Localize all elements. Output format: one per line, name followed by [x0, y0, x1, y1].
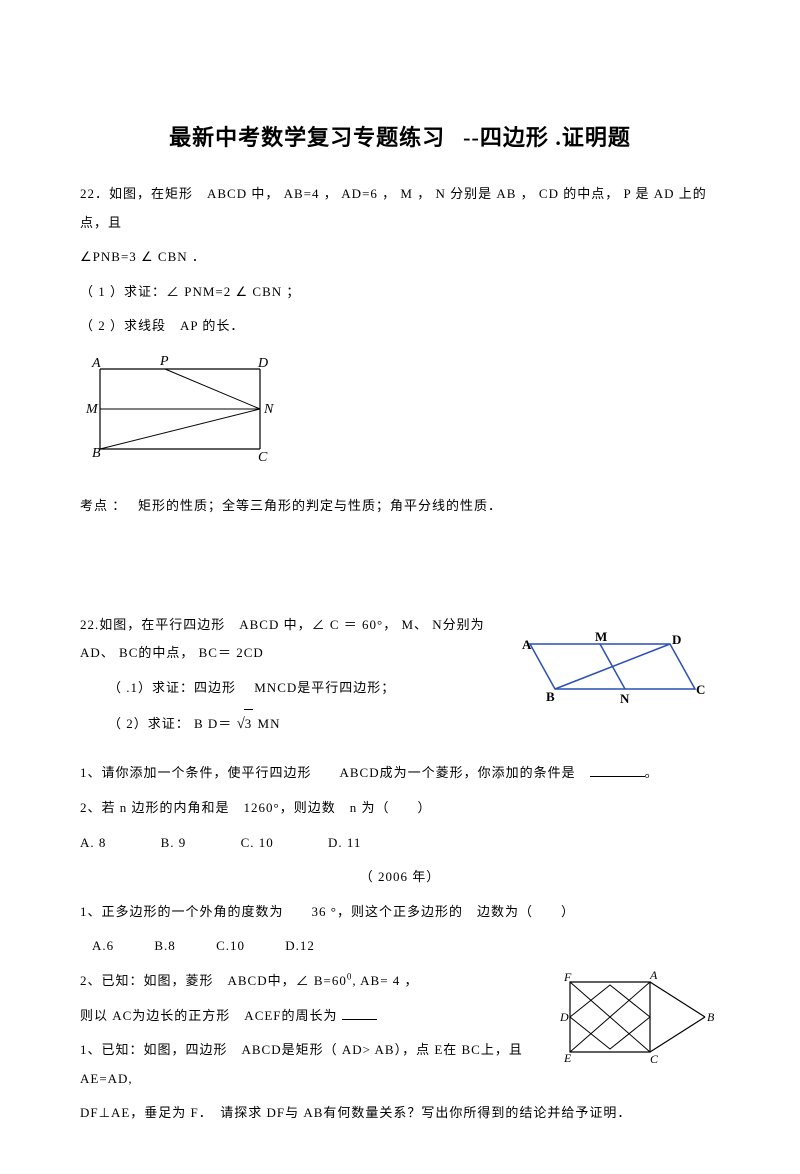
svg-text:M: M — [595, 629, 607, 644]
figure-square-acef: F A E C B D — [555, 967, 720, 1072]
option-b8: B.8 — [154, 932, 175, 961]
q22b-line3: （ 2）求证： B D＝ √3 MN — [108, 708, 500, 741]
svg-text:D: D — [257, 356, 268, 371]
blank-underline-short — [342, 1019, 377, 1020]
svg-text:B: B — [546, 689, 555, 704]
q2-options: A. 8 B. 9 C. 10 D. 11 — [80, 829, 720, 858]
svg-text:A: A — [91, 356, 101, 371]
svg-text:E: E — [563, 1051, 572, 1065]
q1b-options: A.6 B.8 C.10 D.12 — [80, 932, 720, 961]
svg-text:P: P — [159, 354, 169, 369]
q22b-line2: （ .1）求证：四边形 MNCD是平行四边形； — [108, 674, 500, 703]
q22a-line1: 22．如图，在矩形 ABCD 中， AB=4 ， AD=6 ， M ， N 分别… — [80, 180, 720, 237]
page-title: 最新中考数学复习专题练习 --四边形 .证明题 — [80, 120, 720, 152]
option-c: C. 10 — [241, 829, 274, 858]
svg-text:B: B — [707, 1010, 715, 1024]
q1b-exterior-angle: 1、正多边形的一个外角的度数为 36 °，则这个正多边形的 边数为（ ） — [80, 898, 720, 927]
svg-text:M: M — [85, 402, 99, 417]
svg-text:N: N — [263, 402, 274, 417]
svg-text:D: D — [672, 632, 681, 647]
option-a: A. 8 — [80, 829, 106, 858]
svg-text:A: A — [522, 637, 532, 652]
figure-parallelogram-abcd: A D B C M N — [500, 629, 710, 714]
svg-text:C: C — [258, 450, 268, 465]
svg-text:F: F — [563, 970, 572, 984]
blank-underline — [590, 776, 645, 777]
option-a6: A.6 — [92, 932, 114, 961]
svg-text:C: C — [696, 682, 705, 697]
q1c-line2: DF⊥AE，垂足为 F． 请探求 DF与 AB有何数量关系？写出你所得到的结论并… — [80, 1099, 720, 1128]
svg-text:B: B — [92, 446, 101, 461]
title-part-b: --四边形 .证明题 — [463, 125, 631, 150]
svg-text:N: N — [620, 691, 630, 706]
q22a-line2: ∠PNB=3 ∠ CBN ． — [80, 243, 720, 272]
q1-add-condition: 1、请你添加一个条件，使平行四边形 ABCD成为一个菱形，你添加的条件是 。 — [80, 759, 720, 788]
figure-rectangle-abcd: A D B C M N P — [80, 349, 720, 474]
title-part-a: 最新中考数学复习专题练习 — [169, 125, 445, 150]
kaodian: 考点 ： 矩形的性质；全等三角形的判定与性质；角平分线的性质． — [80, 492, 720, 521]
q22a-line4: （ 2 ）求线段 AP 的长． — [80, 312, 720, 341]
svg-text:D: D — [559, 1010, 569, 1024]
year-label: （ 2006 年） — [80, 863, 720, 892]
option-b: B. 9 — [161, 829, 187, 858]
q22b-line1: 22.如图，在平行四边形 ABCD 中，∠ C ＝ 60°， M、 N分别为 A… — [80, 611, 500, 668]
option-d12: D.12 — [285, 932, 315, 961]
svg-text:A: A — [649, 968, 658, 982]
q2-polygon-angles: 2、若 n 边形的内角和是 1260°，则边数 n 为（ ） — [80, 794, 720, 823]
sqrt-3: √3 — [237, 708, 254, 741]
option-c10b: C.10 — [216, 932, 245, 961]
svg-text:C: C — [650, 1052, 659, 1066]
option-d: D. 11 — [328, 829, 361, 858]
q22a-line3: （ 1 ）求证：∠ PNM=2 ∠ CBN ； — [80, 278, 720, 307]
